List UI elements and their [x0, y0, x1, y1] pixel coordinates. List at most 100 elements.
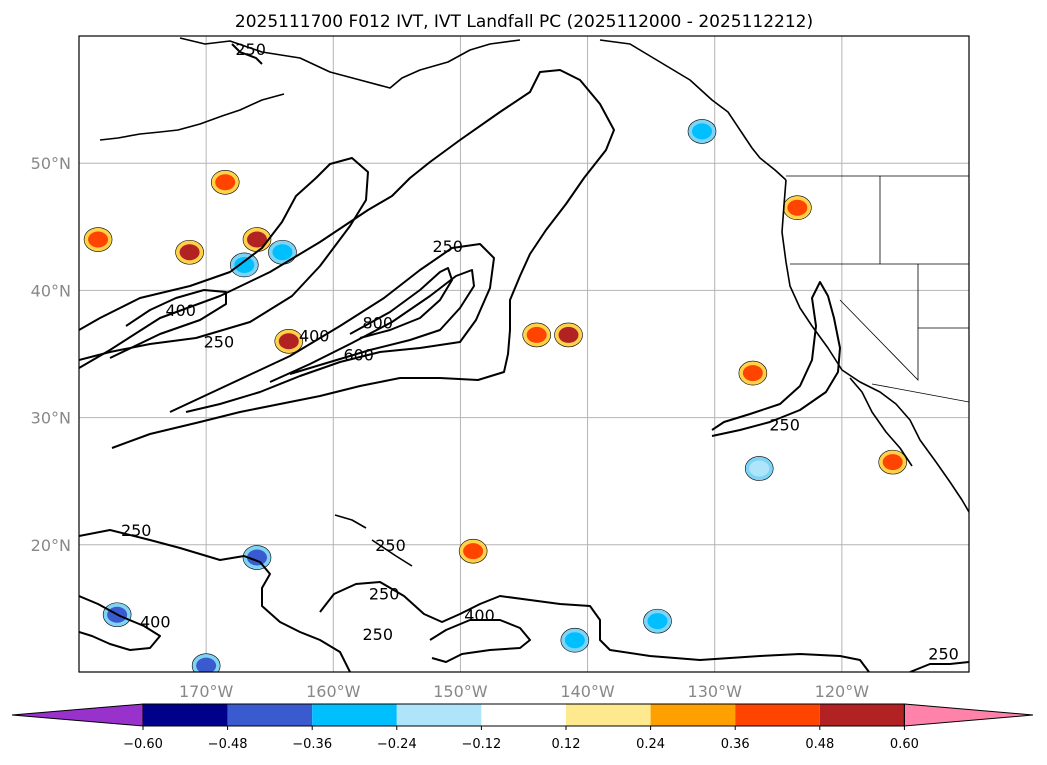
ivt-contours — [79, 43, 969, 672]
ivt-contour-250-main — [79, 69, 615, 449]
pc-blob — [564, 632, 585, 649]
lat-tick-label: 30°N — [31, 409, 71, 428]
pc-blob — [463, 543, 484, 560]
aleutian-islands — [99, 93, 285, 141]
contour-label: 250 — [363, 625, 394, 644]
colorbar-segment — [396, 704, 482, 726]
colorbar-tick-label: 0.12 — [552, 737, 581, 752]
pc-blob — [558, 326, 579, 343]
lat-tick-label: 50°N — [31, 154, 71, 173]
pc-blob — [647, 613, 668, 630]
contour-label: 400 — [299, 326, 330, 345]
us-west-coastline — [781, 179, 969, 513]
pc-shading-layer — [83, 119, 908, 672]
contour-label: 250 — [369, 584, 400, 603]
colorbar-segment — [312, 704, 397, 726]
lon-tick-label: 120°W — [815, 682, 870, 701]
contour-label: 250 — [235, 40, 266, 59]
graticule — [79, 36, 969, 672]
contour-label: 250 — [769, 415, 800, 434]
lon-tick-label: 150°W — [433, 682, 488, 701]
coastline-layer — [99, 37, 969, 567]
colorbar-tick-label: 0.36 — [721, 737, 750, 752]
pc-blob — [526, 326, 547, 343]
colorbar-tick-label: −0.60 — [123, 737, 163, 752]
mexico-border — [871, 383, 969, 403]
pc-blob — [692, 123, 712, 140]
ivt-contour-600 — [269, 269, 475, 383]
longitude-labels: 170°W 160°W 150°W 140°W 130°W 120°W — [179, 682, 869, 701]
map-area: 250 250 250 400 400 800 600 250 250 250 250 250 400 4… — [79, 37, 969, 672]
ivt-contour-400-main — [169, 243, 495, 413]
pc-blob — [882, 454, 903, 471]
ivt-contour-400-south — [429, 619, 531, 663]
colorbar-segment — [735, 704, 820, 726]
colorbar-tick-label: −0.24 — [377, 737, 417, 752]
ivt-contour-250-north — [231, 43, 263, 65]
contour-label: 800 — [363, 314, 394, 333]
ivt-contour-250-central — [319, 581, 870, 672]
pc-blob — [749, 460, 770, 477]
bc-coastline — [599, 39, 787, 181]
ivt-contour-250-coastal — [711, 281, 841, 437]
pc-blob — [278, 333, 299, 350]
pc-blob — [742, 365, 763, 382]
contour-label: 400 — [140, 612, 171, 631]
pc-blob — [272, 244, 293, 261]
pc-blob — [247, 231, 267, 248]
pc-blob — [234, 256, 255, 273]
colorbar — [11, 703, 1034, 727]
hawaii-islands — [334, 514, 413, 567]
baja-coastline — [849, 377, 913, 467]
colorbar-extend-low — [11, 703, 144, 727]
colorbar-labels: −0.60 −0.48 −0.36 −0.24 −0.12 0.12 0.24 0.36 0.4… — [123, 726, 919, 752]
nevada-border — [839, 264, 919, 381]
ivt-contour-400-inner — [109, 289, 227, 359]
colorbar-segment — [650, 704, 736, 726]
contour-label: 250 — [432, 237, 463, 256]
contour-label: 400 — [165, 301, 196, 320]
plot-frame — [78, 35, 970, 673]
ivt-contour-250-west — [79, 157, 369, 361]
lon-tick-label: 130°W — [688, 682, 743, 701]
contour-label: 250 — [928, 644, 959, 663]
lat-tick-label: 20°N — [31, 536, 71, 555]
lon-tick-label: 170°W — [179, 682, 234, 701]
colorbar-tick-label: 0.48 — [805, 737, 834, 752]
state-borders — [786, 175, 969, 403]
colorbar-segment — [566, 704, 651, 726]
contour-labels: 250 250 250 400 400 800 600 250 250 250 250 250 400 4… — [121, 40, 959, 663]
colorbar-segment — [227, 704, 313, 726]
lon-tick-label: 160°W — [306, 682, 361, 701]
colorbar-tick-label: 0.24 — [636, 737, 665, 752]
ivt-contour-250-southeast — [909, 661, 969, 672]
colorbar-tick-label: −0.12 — [461, 737, 501, 752]
contour-label: 250 — [204, 333, 235, 352]
colorbar-segment — [819, 704, 905, 726]
pc-blob — [88, 231, 109, 248]
lat-tick-label: 40°N — [31, 281, 71, 300]
colorbar-tick-label: −0.48 — [208, 737, 248, 752]
lon-tick-label: 140°W — [560, 682, 615, 701]
contour-label: 250 — [375, 536, 406, 555]
chart-title: 2025111700 F012 IVT, IVT Landfall PC (20… — [235, 12, 813, 32]
colorbar-segment — [143, 704, 228, 726]
colorbar-outline — [142, 703, 905, 727]
colorbar-tick-label: −0.36 — [292, 737, 332, 752]
contour-label: 600 — [343, 345, 374, 364]
colorbar-segment — [481, 704, 566, 726]
pc-blob — [787, 199, 808, 216]
contour-label: 250 — [121, 521, 152, 540]
ivt-contour-800 — [349, 267, 453, 339]
ivt-contour-400-southwest — [79, 595, 161, 651]
colorbar-extend-high — [903, 703, 1034, 727]
ivt-contour-250-south — [79, 529, 351, 672]
pc-blob — [196, 657, 217, 672]
alaska-coastline — [179, 37, 521, 89]
contour-label: 400 — [464, 606, 495, 625]
latitude-labels: 50°N 40°N 30°N 20°N — [31, 154, 71, 555]
pc-blob — [247, 549, 267, 566]
pc-blob — [215, 174, 236, 191]
colorbar-tick-label: 0.60 — [890, 737, 919, 752]
